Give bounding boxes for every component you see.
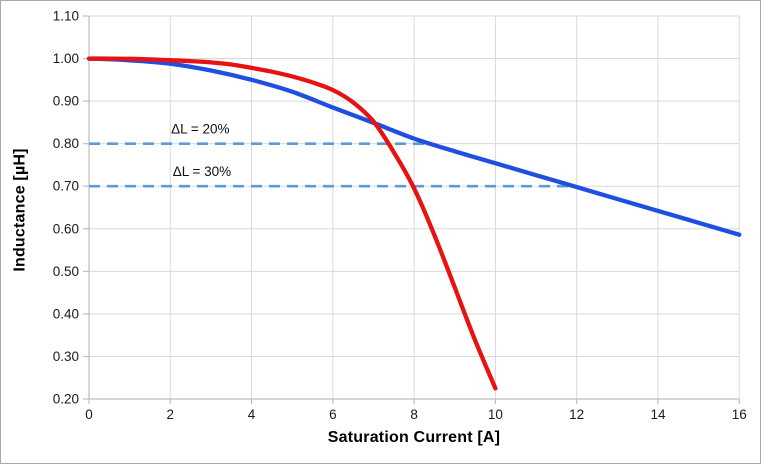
red-hard-saturation-curve — [86, 56, 498, 391]
x-tick-label: 14 — [650, 407, 666, 422]
x-tick-label: 2 — [167, 407, 175, 422]
y-tick-label: 1.00 — [53, 51, 79, 66]
y-tick-label: 0.50 — [53, 264, 79, 279]
x-tick-label: 8 — [410, 407, 418, 422]
x-axis-title: Saturation Current [A] — [327, 429, 501, 446]
y-tick-label: 0.60 — [53, 221, 79, 236]
x-tick-label: 10 — [488, 407, 503, 422]
x-tick-label: 12 — [569, 407, 584, 422]
x-tick-label: 16 — [732, 407, 747, 422]
y-tick-label: 0.30 — [53, 349, 79, 364]
y-tick-label: 0.40 — [53, 306, 79, 321]
x-tick-label: 4 — [248, 407, 256, 422]
y-tick-label: 0.70 — [53, 179, 79, 194]
x-tick-label: 0 — [85, 407, 93, 422]
blue-soft-saturation-curve — [86, 56, 742, 237]
delta-l-30-label: ΔL = 30% — [173, 164, 231, 179]
y-tick-label: 0.80 — [53, 136, 79, 151]
y-tick-label: 0.90 — [53, 94, 79, 109]
delta-l-20-label: ΔL = 20% — [171, 122, 229, 137]
y-tick-label: 1.10 — [53, 9, 79, 24]
y-axis-title: Inductance [µH] — [11, 148, 29, 272]
x-tick-label: 6 — [329, 407, 337, 422]
y-tick-label: 0.20 — [53, 392, 79, 407]
